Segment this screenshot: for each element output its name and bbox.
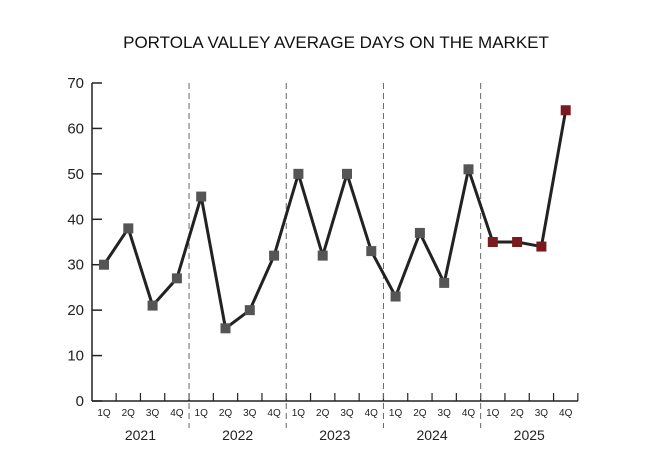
quarter-label: 2Q [316,408,330,419]
quarter-label: 4Q [365,408,379,419]
year-label: 2023 [319,427,350,443]
quarter-label: 3Q [243,408,257,419]
data-point [269,250,280,261]
y-tick-label: 10 [67,348,84,365]
quarter-label: 4Q [559,408,573,419]
y-tick-label: 20 [67,302,84,319]
data-point [244,305,255,316]
chart-title: PORTOLA VALLEY AVERAGE DAYS ON THE MARKE… [123,33,549,52]
quarter-label: 2Q [122,408,136,419]
data-point [487,237,498,247]
quarter-label: 4Q [267,408,281,419]
data-point [560,105,571,116]
data-point [99,259,109,270]
year-label: 2024 [416,427,447,443]
data-point [342,168,352,179]
y-tick-label: 40 [67,211,84,228]
year-label: 2025 [514,427,545,443]
data-point [439,277,450,288]
data-point [317,250,328,261]
y-tick-label: 70 [67,75,84,92]
quarter-label: 3Q [146,408,160,419]
quarter-label: 3Q [535,408,549,419]
quarter-label: 3Q [438,408,452,419]
quarter-label: 4Q [462,408,476,419]
quarter-label: 1Q [486,408,500,419]
data-point [414,227,425,238]
data-point [123,223,134,234]
quarter-label: 2Q [413,408,427,419]
year-label: 2022 [222,427,253,443]
y-tick-label: 50 [67,166,84,183]
data-point [293,168,304,179]
quarter-label: 2Q [510,408,524,419]
quarter-label: 4Q [170,408,184,419]
data-point [463,164,474,175]
quarter-label: 2Q [219,408,233,419]
year-label: 2021 [125,427,156,443]
data-point [196,191,207,202]
quarter-label: 1Q [292,408,306,419]
quarter-label: 1Q [195,408,209,419]
data-point [390,291,401,302]
data-point [536,241,547,252]
data-point [220,323,231,334]
data-point [171,273,182,284]
y-tick-label: 30 [67,257,84,274]
data-point [366,246,377,257]
data-point [512,237,523,247]
quarter-label: 3Q [340,408,354,419]
y-tick-label: 0 [76,393,84,410]
quarter-label: 1Q [389,408,403,419]
series-line [102,109,568,331]
data-point [147,300,158,311]
quarter-label: 1Q [97,408,111,419]
y-tick-label: 60 [67,120,84,137]
